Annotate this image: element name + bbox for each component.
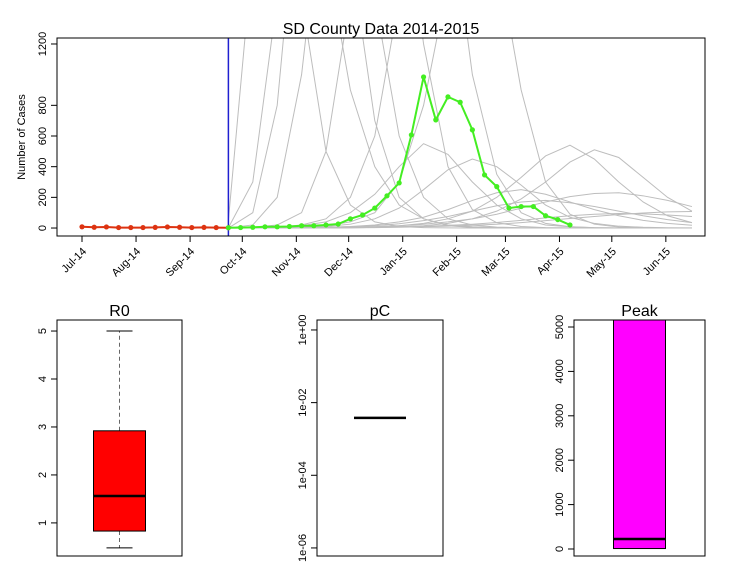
box: [93, 430, 146, 532]
data-point: [116, 224, 122, 231]
y-tick-label: 5000: [554, 315, 566, 339]
data-point: [567, 222, 573, 228]
x-tick-label: Apr-15: [535, 246, 567, 278]
data-point: [335, 221, 341, 227]
y-axis-label: Number of Cases: [16, 94, 28, 180]
y-tick-label: 400: [37, 157, 49, 175]
data-point: [555, 216, 561, 223]
simulation-line: [228, 192, 693, 229]
data-point: [128, 224, 134, 231]
data-point: [164, 224, 170, 230]
y-tick-label: 1e-02: [297, 389, 309, 417]
simulation-line: [227, 38, 692, 229]
data-point: [506, 205, 512, 211]
data-point: [372, 205, 378, 211]
y-tick-label: 1e+00: [297, 315, 309, 346]
y-tick-label: 1e-06: [297, 534, 309, 562]
data-point: [494, 184, 500, 190]
y-tick-label: 2000: [554, 448, 566, 472]
x-tick-label: May-15: [585, 246, 619, 280]
data-point: [420, 74, 427, 80]
data-point: [384, 193, 390, 199]
plot-frame: [573, 319, 706, 557]
y-tick-label: 1200: [37, 32, 49, 56]
data-point: [542, 213, 549, 219]
y-tick-label: 5: [37, 328, 49, 334]
y-tick-label: 2: [37, 472, 49, 478]
y-tick-label: 3: [37, 424, 49, 430]
x-tick-label: Feb-15: [431, 246, 464, 279]
data-point: [152, 224, 158, 231]
data-point: [237, 224, 244, 231]
simulation-line: [228, 38, 692, 229]
x-tick-label: Jan-15: [378, 246, 410, 278]
y-tick-label: 1: [37, 520, 49, 526]
y-tick-label: 200: [37, 188, 49, 206]
y-tick-label: 3000: [554, 404, 566, 428]
y-tick-label: 4000: [554, 359, 566, 383]
x-tick-label: Oct-14: [218, 246, 250, 278]
chart-title: R0: [109, 303, 130, 320]
data-point: [457, 99, 463, 105]
x-tick-label: Nov-14: [270, 246, 304, 280]
data-point: [176, 224, 183, 230]
data-point: [469, 127, 475, 133]
data-point: [396, 180, 402, 186]
y-tick-label: 4: [37, 376, 49, 382]
data-point: [347, 216, 353, 222]
x-tick-label: Sep-14: [164, 246, 198, 280]
data-point: [286, 223, 292, 230]
data-point: [201, 224, 207, 231]
data-point: [298, 223, 305, 229]
y-tick-label: 800: [37, 96, 49, 114]
data-point: [79, 224, 85, 230]
chart-title: Peak: [621, 303, 658, 320]
data-point: [530, 203, 536, 210]
x-tick-label: Jun-15: [641, 246, 673, 278]
y-tick-label: 1e-04: [297, 461, 309, 489]
chart-title: SD County Data 2014-2015: [283, 21, 480, 38]
data-point: [140, 224, 146, 231]
data-point: [274, 224, 280, 230]
data-point: [445, 94, 451, 100]
y-tick-label: 600: [37, 127, 49, 145]
data-point: [481, 172, 488, 178]
data-point: [359, 212, 366, 218]
data-point: [103, 224, 110, 230]
data-point: [311, 223, 317, 229]
data-point: [91, 224, 97, 230]
plot-frame: [56, 37, 706, 237]
y-tick-label: 0: [37, 225, 49, 231]
simulation-line: [228, 199, 693, 229]
plot-frame: [56, 319, 183, 557]
data-point: [250, 224, 256, 230]
data-point: [433, 117, 439, 123]
simulation-line: [228, 144, 693, 229]
data-point: [518, 203, 524, 210]
data-point: [213, 224, 219, 231]
data-point: [262, 224, 268, 230]
plot-frame: [316, 319, 444, 557]
chart-title: pC: [370, 303, 390, 320]
data-point: [189, 224, 195, 231]
x-tick-label: Aug-14: [110, 246, 144, 280]
data-point: [225, 225, 231, 231]
y-tick-label: 1000: [554, 492, 566, 516]
x-tick-label: Dec-14: [322, 246, 356, 280]
data-point: [323, 222, 329, 228]
box: [613, 320, 666, 550]
data-point: [408, 132, 414, 138]
y-tick-label: 0: [554, 546, 566, 552]
x-tick-label: Jul-14: [60, 246, 90, 276]
x-tick-label: Mar-15: [479, 246, 512, 279]
